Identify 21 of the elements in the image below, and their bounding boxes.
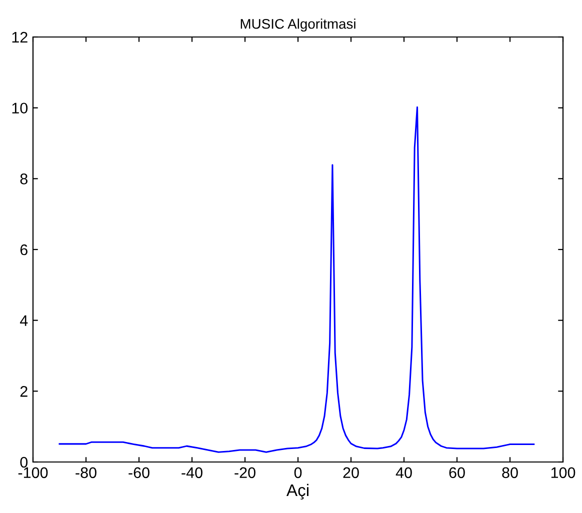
x-tick-label: -40 bbox=[182, 467, 202, 478]
x-tick-label: 40 bbox=[396, 467, 412, 478]
y-tick-label: 12 bbox=[12, 32, 28, 43]
y-tick-label: 0 bbox=[20, 456, 28, 468]
line-series bbox=[58, 106, 535, 453]
chart-title: MUSIC Algoritmasi bbox=[240, 18, 356, 32]
x-tick-label: 60 bbox=[449, 467, 465, 478]
x-tick-label: -80 bbox=[76, 467, 96, 478]
x-tick-label: -20 bbox=[234, 467, 256, 478]
x-axis-title: Açi bbox=[286, 484, 308, 500]
y-tick-label: 6 bbox=[20, 244, 28, 256]
x-tick-label: -60 bbox=[128, 467, 150, 478]
y-tick-label: 8 bbox=[20, 174, 28, 184]
x-tick-label: 0 bbox=[294, 467, 302, 478]
y-tick-label: 10 bbox=[12, 102, 28, 114]
x-tick-label: 100 bbox=[551, 467, 576, 478]
y-tick-label: 2 bbox=[20, 386, 28, 397]
x-tick-label: 20 bbox=[343, 467, 359, 478]
y-tick-label: 4 bbox=[20, 315, 28, 326]
x-tick-label: 80 bbox=[502, 467, 518, 478]
x-tick-label: -100 bbox=[18, 467, 48, 478]
